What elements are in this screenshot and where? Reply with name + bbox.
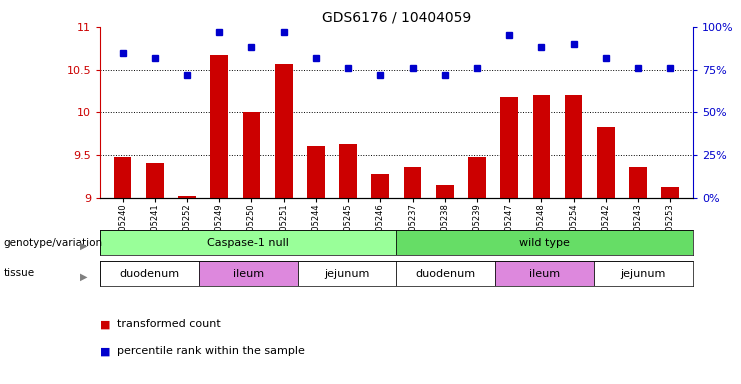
Bar (100, 261, 199, 286)
Title: GDS6176 / 10404059: GDS6176 / 10404059 (322, 10, 471, 24)
Bar (396, 261, 495, 286)
Text: transformed count: transformed count (117, 319, 221, 329)
Bar (436, 185, 453, 198)
Text: ■: ■ (100, 319, 110, 329)
Text: ileum: ileum (233, 268, 264, 279)
Text: wild type: wild type (519, 238, 570, 248)
Text: Caspase-1 null: Caspase-1 null (207, 238, 289, 248)
Text: ileum: ileum (529, 268, 560, 279)
Text: tissue: tissue (4, 268, 35, 278)
Text: ▶: ▶ (80, 271, 87, 281)
Bar (275, 65, 293, 198)
Text: percentile rank within the sample: percentile rank within the sample (117, 346, 305, 356)
Bar (100, 230, 396, 255)
Bar (500, 97, 518, 198)
Bar (594, 261, 693, 286)
Text: jejunum: jejunum (325, 268, 370, 279)
Bar (533, 95, 551, 198)
Bar (113, 157, 131, 198)
Text: duodenum: duodenum (119, 268, 179, 279)
Text: jejunum: jejunum (621, 268, 666, 279)
Text: duodenum: duodenum (416, 268, 476, 279)
Bar (495, 261, 594, 286)
Bar (396, 230, 693, 255)
Text: genotype/variation: genotype/variation (4, 238, 103, 248)
Text: ■: ■ (100, 346, 110, 356)
Bar (210, 55, 228, 198)
Bar (146, 163, 164, 198)
Bar (307, 147, 325, 198)
Bar (199, 261, 298, 286)
Bar (629, 167, 647, 198)
Bar (468, 157, 486, 198)
Bar (242, 112, 260, 198)
Bar (298, 261, 396, 286)
Bar (178, 196, 196, 198)
Bar (597, 127, 615, 198)
Text: ▶: ▶ (80, 241, 87, 251)
Bar (404, 167, 422, 198)
Bar (662, 187, 679, 198)
Bar (565, 95, 582, 198)
Bar (339, 144, 357, 198)
Bar (371, 174, 389, 198)
